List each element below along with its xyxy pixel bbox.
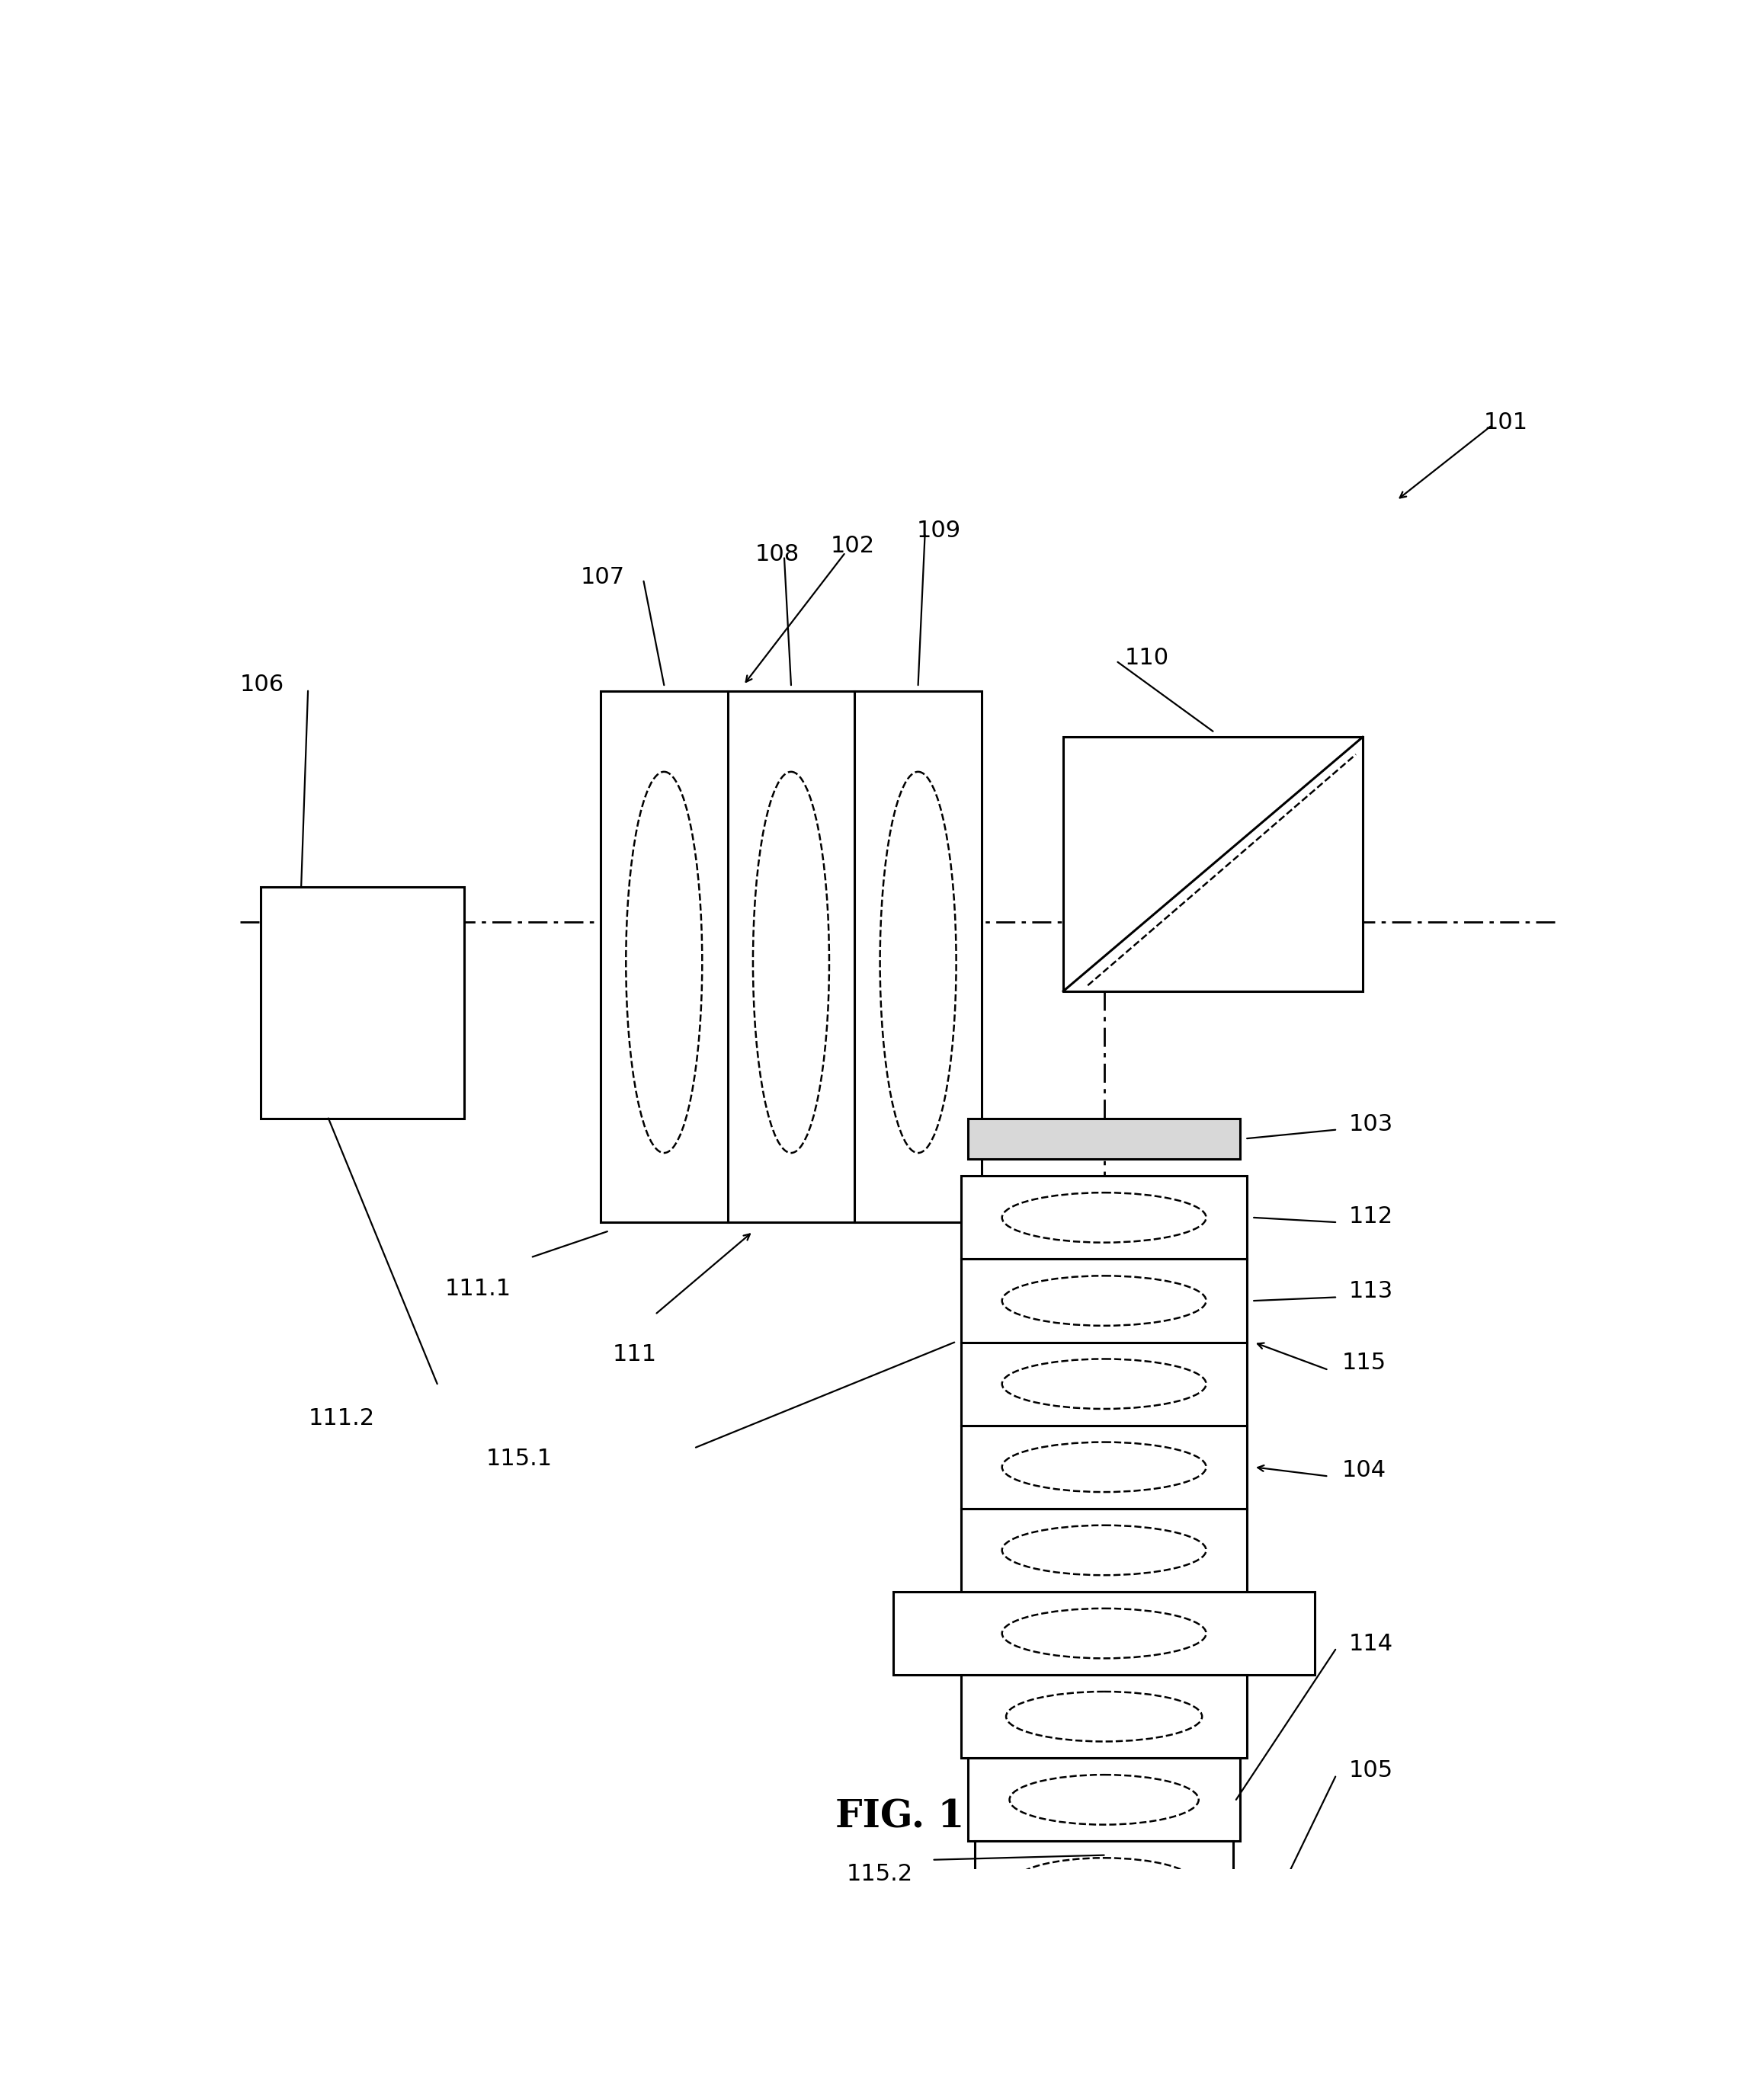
Text: 111.2: 111.2 [309, 1407, 376, 1430]
Text: 111.1: 111.1 [444, 1277, 511, 1300]
Text: 114: 114 [1349, 1632, 1393, 1655]
Text: 115: 115 [1342, 1352, 1387, 1373]
Text: 106: 106 [241, 674, 284, 695]
Bar [961, 1260, 1247, 1342]
Text: 107: 107 [581, 567, 625, 588]
Bar [961, 1676, 1247, 1758]
Text: 115.1: 115.1 [486, 1447, 551, 1470]
Bar [1064, 737, 1363, 991]
Bar [968, 1117, 1240, 1159]
Text: 111: 111 [613, 1344, 657, 1365]
Bar [601, 691, 982, 1222]
Text: 104: 104 [1342, 1459, 1387, 1483]
Polygon shape [982, 1924, 1226, 1989]
Text: 109: 109 [917, 521, 961, 542]
Bar [961, 1176, 1247, 1260]
Text: 115.2: 115.2 [846, 1863, 913, 1886]
Bar [961, 1508, 1247, 1592]
Text: 113: 113 [1349, 1281, 1394, 1302]
Text: 101: 101 [1484, 412, 1528, 433]
Bar [894, 1592, 1315, 1676]
Bar [1011, 2024, 1196, 2041]
Text: 112: 112 [1349, 1205, 1393, 1228]
Text: 102: 102 [831, 536, 874, 556]
Text: 110: 110 [1124, 647, 1169, 670]
Text: 103: 103 [1349, 1113, 1394, 1136]
Bar [961, 1342, 1247, 1426]
Bar [968, 1758, 1240, 1842]
Text: FIG. 1: FIG. 1 [836, 1798, 964, 1835]
Bar [961, 1426, 1247, 1508]
Text: 108: 108 [755, 544, 799, 565]
Bar [992, 1993, 1217, 2024]
Bar [260, 886, 464, 1117]
Bar [975, 1842, 1233, 1924]
Text: 105: 105 [1349, 1760, 1393, 1783]
